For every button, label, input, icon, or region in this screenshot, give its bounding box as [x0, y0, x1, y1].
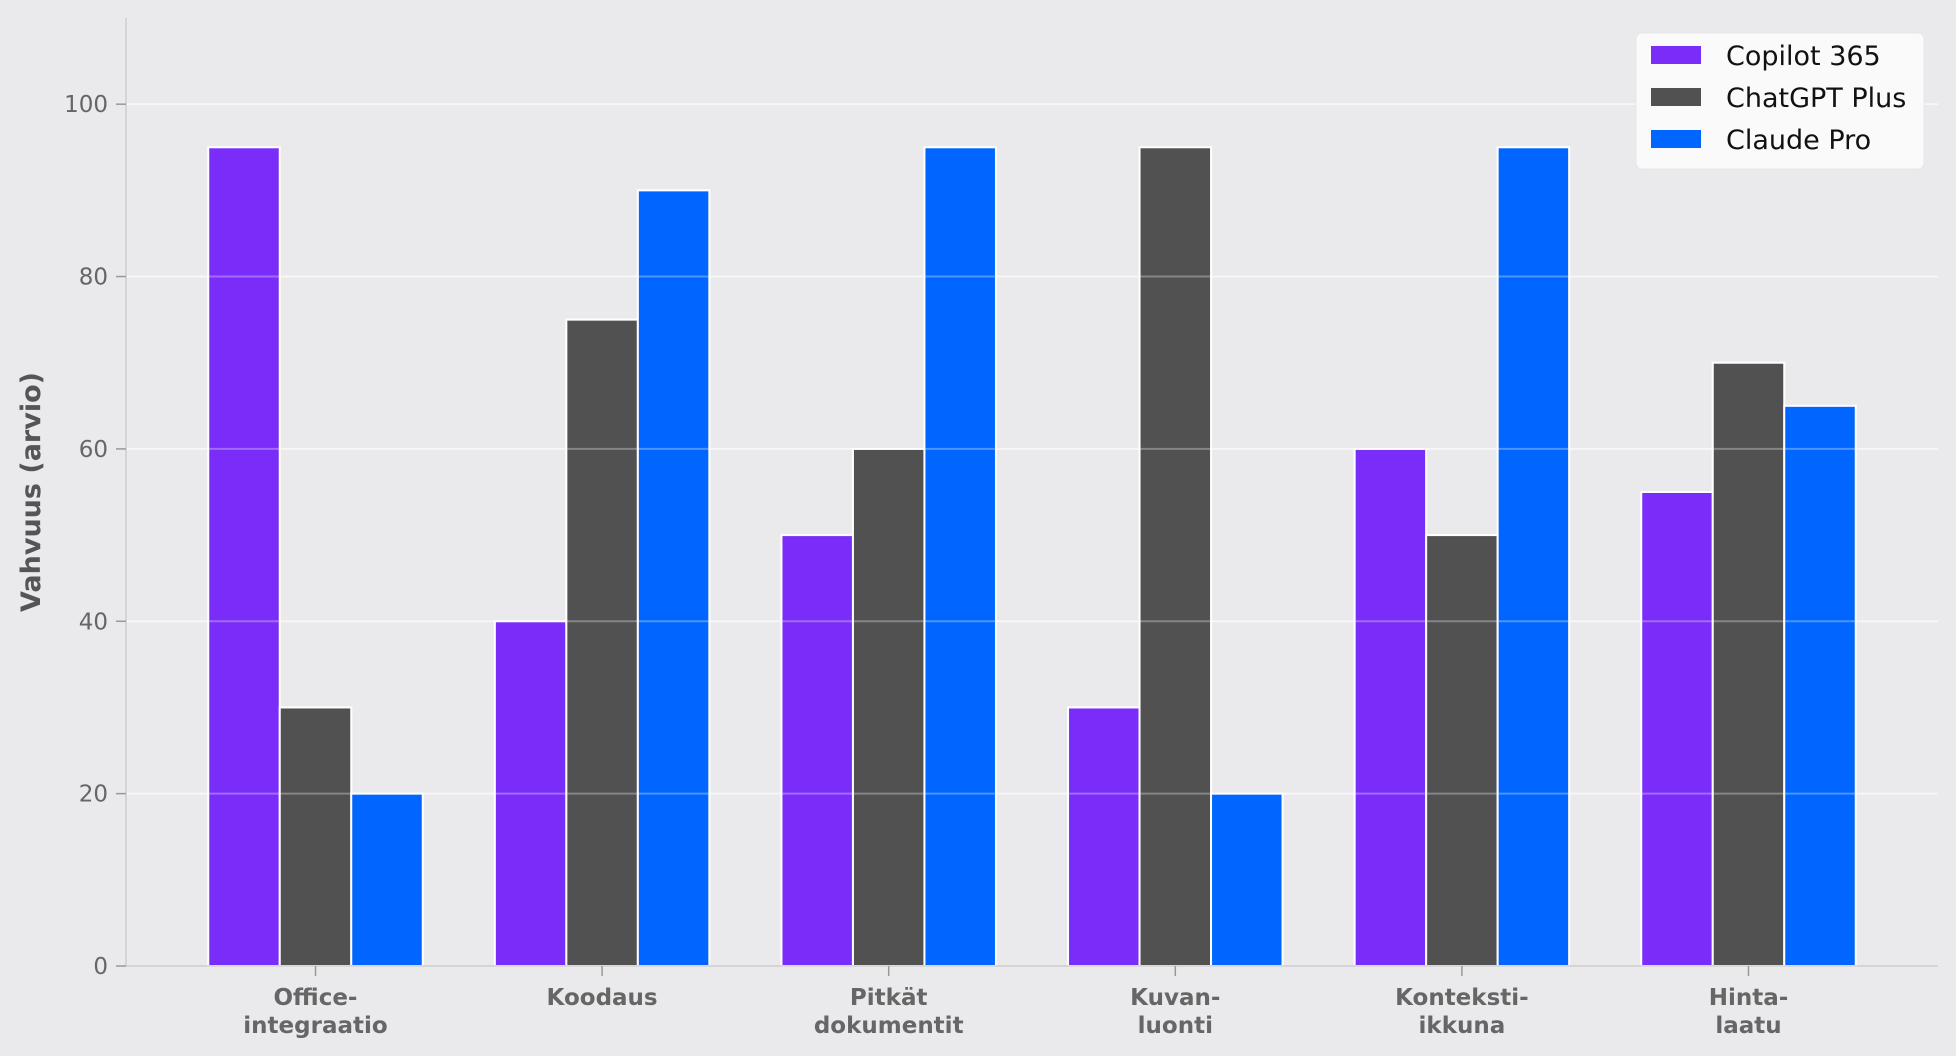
bar-claude-pro [1496, 146, 1571, 968]
axes [125, 18, 1938, 967]
bar-claude-pro [1210, 792, 1284, 967]
bar-chatgpt-plus [1711, 361, 1786, 967]
legend-label: Claude Pro [1726, 125, 1871, 156]
bar-claude-pro [350, 792, 424, 967]
y-tick-label: 60 [79, 437, 108, 463]
legend-label: ChatGPT Plus [1726, 83, 1906, 114]
x-tick-label: Office-integraatio [243, 985, 387, 1039]
bar-chatgpt-plus [851, 447, 926, 967]
legend-swatch [1651, 46, 1701, 64]
y-tick-label: 20 [79, 782, 108, 808]
x-tick-label: Konteksti-ikkuna [1395, 985, 1529, 1039]
bar-copilot-365 [1353, 447, 1428, 967]
bar-chatgpt-plus [565, 318, 639, 967]
bar-copilot-365 [780, 534, 854, 967]
bars [126, 103, 1938, 968]
y-ticks: 0 20 40 60 80 100 [64, 92, 126, 980]
y-tick-label: 0 [93, 954, 108, 980]
bar-chatgpt-plus [1425, 534, 1499, 967]
bar-copilot-365 [1640, 491, 1714, 967]
x-tick-label: Pitkät dokumentit [814, 985, 964, 1039]
gridlines [126, 103, 1938, 795]
x-tick-label: Kuvan-luonti [1130, 985, 1220, 1039]
bar-copilot-365 [207, 146, 281, 968]
legend-swatch [1651, 130, 1701, 148]
y-tick-label: 80 [79, 265, 108, 291]
legend: Copilot 365 ChatGPT Plus Claude Pro [1635, 32, 1925, 170]
legend-label: Copilot 365 [1726, 41, 1881, 72]
legend-box [1635, 32, 1925, 170]
bar-copilot-365 [1067, 706, 1141, 967]
x-tick-label: Hinta-laatu [1709, 985, 1789, 1039]
bar-claude-pro [636, 189, 711, 967]
bar-claude-pro [923, 146, 997, 968]
y-tick-label: 100 [64, 92, 108, 118]
y-tick-label: 40 [79, 609, 108, 635]
bar-chatgpt-plus [1138, 146, 1213, 968]
x-ticks: Office-integraatio Koodaus Pitkät dokumenti… [243, 966, 1788, 1039]
y-axis-label: Vahvuus (arvio) [16, 372, 47, 612]
legend-swatch [1651, 88, 1701, 106]
bar-claude-pro [1783, 404, 1857, 967]
bar-chatgpt-plus [278, 706, 353, 967]
x-tick-label: Koodaus [547, 985, 658, 1011]
